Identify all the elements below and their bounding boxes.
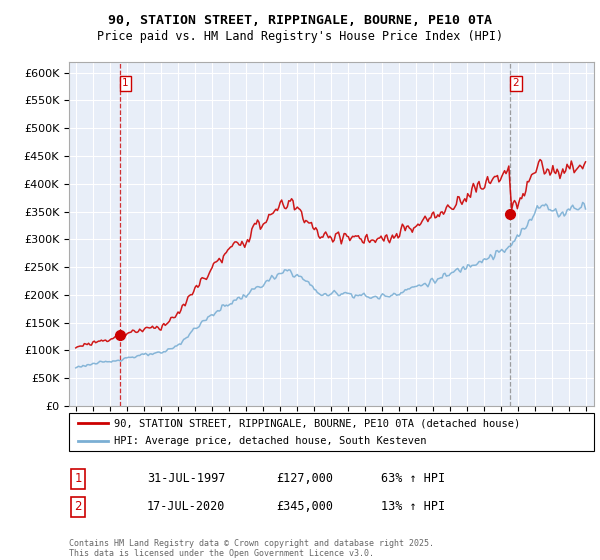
Text: 17-JUL-2020: 17-JUL-2020 bbox=[147, 500, 226, 514]
Text: £127,000: £127,000 bbox=[276, 472, 333, 486]
Text: £345,000: £345,000 bbox=[276, 500, 333, 514]
Text: 1: 1 bbox=[122, 78, 129, 88]
Text: Price paid vs. HM Land Registry's House Price Index (HPI): Price paid vs. HM Land Registry's House … bbox=[97, 30, 503, 43]
Text: 31-JUL-1997: 31-JUL-1997 bbox=[147, 472, 226, 486]
Text: Contains HM Land Registry data © Crown copyright and database right 2025.
This d: Contains HM Land Registry data © Crown c… bbox=[69, 539, 434, 558]
Text: 13% ↑ HPI: 13% ↑ HPI bbox=[381, 500, 445, 514]
Text: 90, STATION STREET, RIPPINGALE, BOURNE, PE10 0TA (detached house): 90, STATION STREET, RIPPINGALE, BOURNE, … bbox=[114, 418, 520, 428]
Text: 63% ↑ HPI: 63% ↑ HPI bbox=[381, 472, 445, 486]
Text: 2: 2 bbox=[512, 78, 519, 88]
Text: 90, STATION STREET, RIPPINGALE, BOURNE, PE10 0TA: 90, STATION STREET, RIPPINGALE, BOURNE, … bbox=[108, 14, 492, 27]
Text: 2: 2 bbox=[74, 500, 82, 514]
Text: HPI: Average price, detached house, South Kesteven: HPI: Average price, detached house, Sout… bbox=[114, 436, 427, 446]
Text: 1: 1 bbox=[74, 472, 82, 486]
